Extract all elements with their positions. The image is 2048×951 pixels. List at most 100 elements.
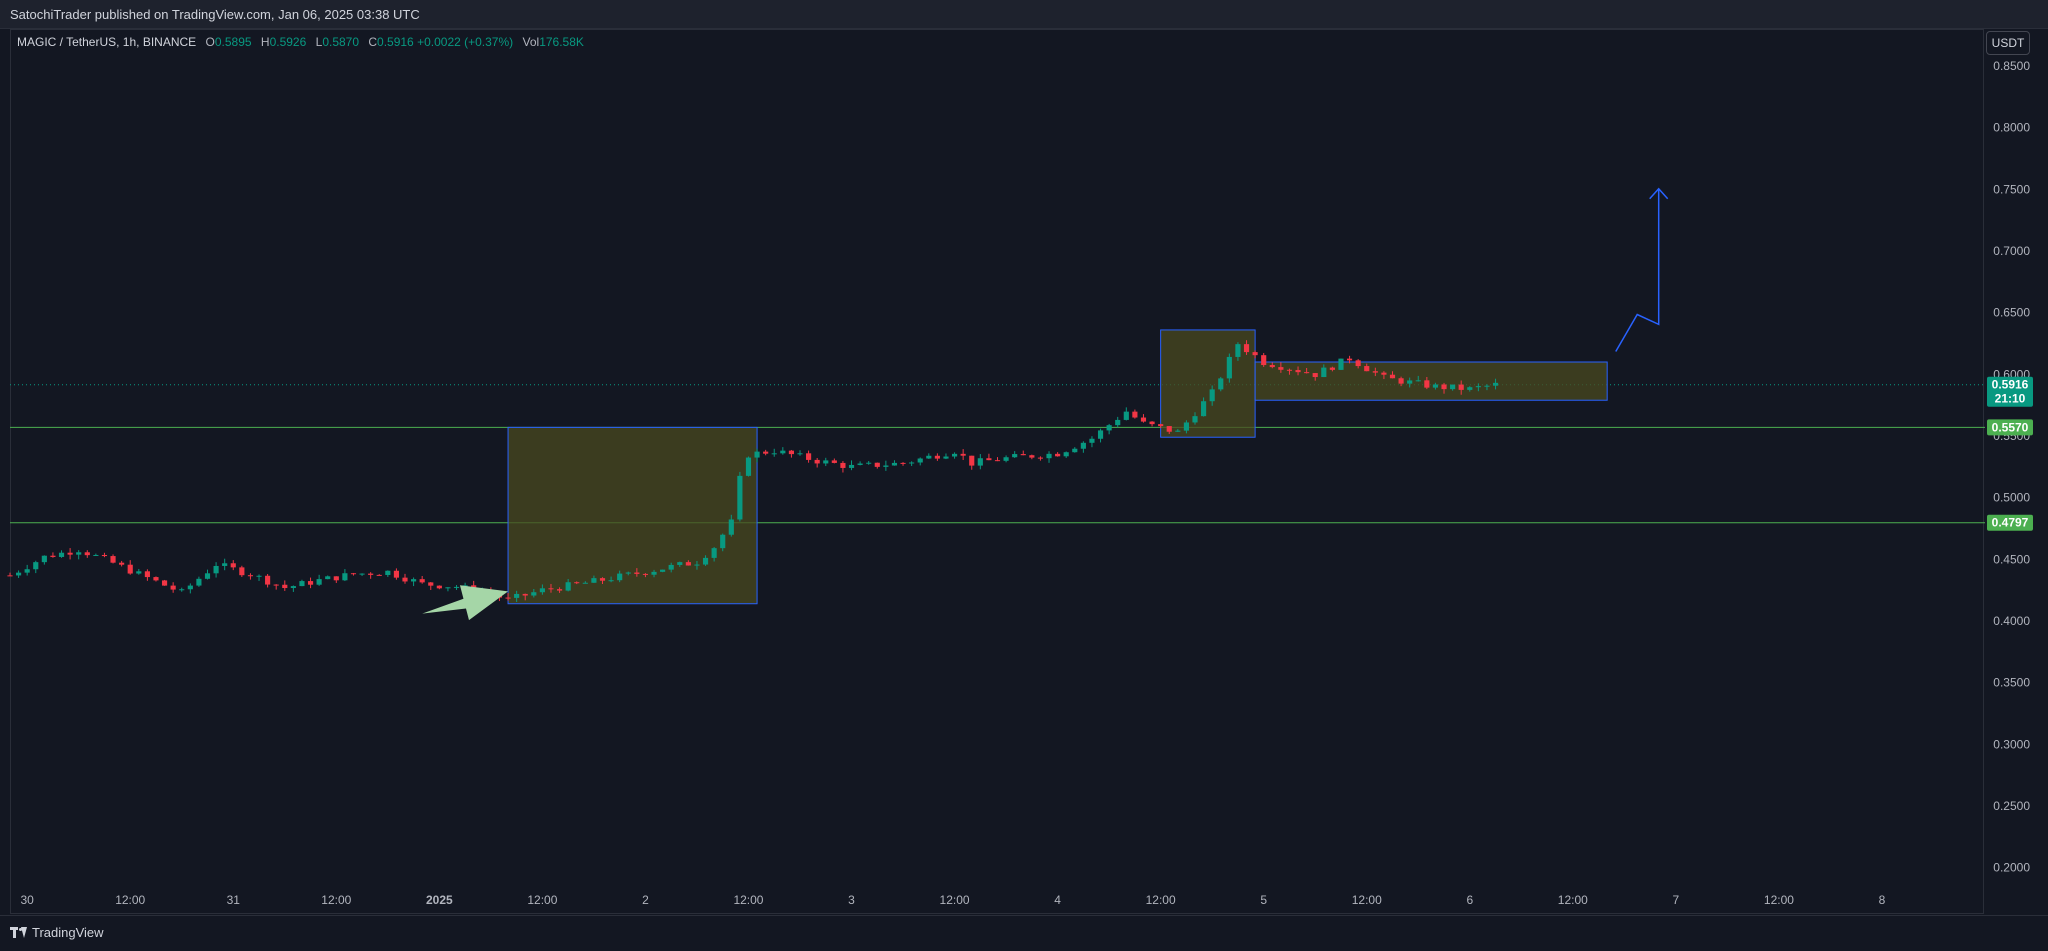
candle-body [737, 475, 743, 520]
candle-body [1063, 452, 1069, 457]
candle-body [1055, 453, 1061, 457]
candle-body [93, 554, 99, 556]
x-tick-label: 5 [1260, 893, 1267, 907]
candle-body [1398, 378, 1404, 384]
candle-body [1020, 454, 1026, 456]
candle-body [1424, 380, 1430, 388]
candle-body [307, 581, 314, 585]
candle-body [548, 588, 554, 590]
candle-body [1089, 438, 1095, 443]
candle-body [1235, 344, 1241, 357]
price-level-tag-value: 0.5570 [1992, 420, 2029, 434]
x-tick-label: 12:00 [1352, 893, 1382, 907]
candle-body [290, 586, 296, 589]
candle-body [977, 458, 983, 466]
candle-body [350, 573, 357, 575]
x-tick-label: 12:00 [527, 893, 557, 907]
candle-body [1458, 384, 1464, 390]
candle-body [1484, 385, 1490, 387]
candle-body [402, 577, 408, 582]
projection-line [1615, 188, 1660, 352]
candle-body [1175, 430, 1181, 432]
candle-body [1209, 389, 1215, 402]
candle-body [1106, 425, 1112, 431]
candle-body [1321, 367, 1327, 378]
candle-body [1355, 360, 1361, 367]
y-tick-label: 0.3500 [1993, 676, 2030, 690]
y-tick-label: 0.4000 [1993, 614, 2030, 628]
candle-body [101, 554, 108, 557]
chart-pane[interactable] [10, 29, 1984, 914]
candle-body [599, 578, 606, 581]
candle-body [634, 572, 640, 574]
volume-value: 176.58K [539, 35, 584, 49]
candle-body [127, 564, 133, 574]
x-tick-label: 12:00 [1558, 893, 1588, 907]
candle-body [1158, 424, 1164, 427]
candle-body [823, 460, 829, 464]
candle-body [1286, 369, 1293, 371]
candle-body [1149, 421, 1155, 425]
price-level-tag-background [1987, 514, 2033, 531]
high-value: 0.5926 [269, 35, 307, 49]
candle-body [376, 574, 382, 576]
candle-body [1115, 419, 1121, 426]
candle-body [668, 564, 674, 570]
candle-body [848, 464, 855, 468]
candle-body [934, 455, 940, 459]
candle-body [67, 552, 73, 555]
candle-body [1140, 417, 1147, 422]
x-tick-label: 2025 [426, 893, 453, 907]
candle-body [119, 562, 125, 565]
candle-body [1097, 430, 1104, 439]
candle-body [385, 570, 391, 575]
candle-body [522, 593, 528, 596]
candle-body [1183, 422, 1189, 431]
y-tick-label: 0.2500 [1993, 799, 2030, 813]
candle-body [874, 462, 880, 467]
volume-label: Vol [522, 35, 540, 49]
y-tick-label: 0.4500 [1993, 552, 2030, 566]
y-tick-label: 0.8000 [1993, 121, 2030, 135]
currency-button[interactable]: USDT [1986, 31, 2030, 55]
candle-body [1432, 384, 1439, 388]
open-label: O [205, 35, 215, 49]
candle-body [1441, 384, 1447, 390]
candle-body [960, 453, 966, 456]
candle-body [857, 463, 863, 465]
candle-body [720, 534, 726, 549]
candle-body [831, 460, 837, 463]
candle-body [702, 557, 709, 565]
candle-body [514, 593, 520, 598]
candle-body [917, 458, 923, 463]
candle-body [574, 582, 580, 584]
candle-body [316, 579, 322, 585]
y-tick-label: 0.8500 [1993, 59, 2030, 73]
trend-arrow [422, 585, 509, 621]
candle-body [840, 462, 846, 468]
candle-body [617, 573, 623, 581]
candle-body [763, 451, 769, 454]
candle-body [1072, 448, 1078, 453]
y-tick-label: 0.2000 [1993, 861, 2030, 875]
candle-body [273, 584, 279, 586]
candle-body [170, 585, 176, 590]
x-tick-label: 12:00 [1146, 893, 1176, 907]
candle-body [642, 573, 649, 575]
candle-body [161, 580, 168, 586]
last-price-tag-value: 0.5916 [1992, 378, 2029, 392]
candle-body [213, 565, 219, 574]
x-tick-label: 12:00 [940, 893, 970, 907]
x-tick-label: 3 [848, 893, 855, 907]
x-tick-label: 12:00 [115, 893, 145, 907]
x-tick-label: 12:00 [1764, 893, 1794, 907]
tradingview-brand[interactable]: TradingView [10, 925, 104, 940]
open-value: 0.5895 [214, 35, 252, 49]
candle-body [1278, 367, 1284, 370]
candle-body [943, 456, 949, 459]
candle-body [891, 462, 898, 466]
candle-body [883, 465, 889, 467]
candle-body [1218, 378, 1224, 390]
candle-body [1132, 411, 1138, 418]
